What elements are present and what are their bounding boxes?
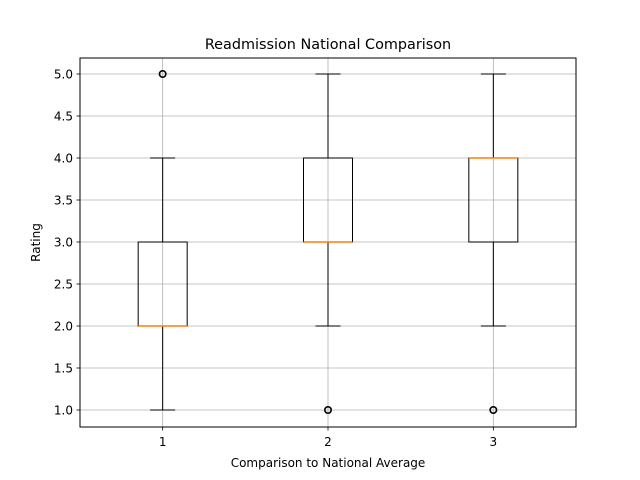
outlier-point — [323, 405, 332, 414]
y-tick-label: 5.0 — [54, 67, 73, 81]
outlier-point — [158, 70, 167, 79]
y-axis: 1.0 1.5 2.0 2.5 3.0 3.5 4.0 4.5 5.0 — [54, 67, 80, 417]
y-tick-label: 2.5 — [54, 277, 73, 291]
outlier-point — [489, 405, 498, 414]
chart-title: Readmission National Comparison — [205, 37, 451, 53]
box-group-1 — [137, 70, 188, 411]
y-tick-label: 2.0 — [54, 319, 73, 333]
box-group-3 — [468, 73, 519, 414]
box-group-2 — [303, 73, 353, 414]
x-tick-label: 2 — [324, 435, 332, 449]
y-axis-label: Rating — [29, 223, 43, 262]
y-tick-label: 1.5 — [54, 361, 73, 375]
y-tick-label: 3.0 — [54, 235, 73, 249]
y-tick-label: 3.5 — [54, 193, 73, 207]
boxes — [137, 70, 519, 414]
y-tick-label: 4.5 — [54, 109, 73, 123]
x-tick-label: 3 — [490, 435, 498, 449]
y-tick-label: 4.0 — [54, 151, 73, 165]
x-tick-label: 1 — [159, 435, 167, 449]
y-tick-label: 1.0 — [54, 403, 73, 417]
x-axis: 1 2 3 — [159, 427, 497, 449]
x-axis-label: Comparison to National Average — [231, 456, 426, 470]
